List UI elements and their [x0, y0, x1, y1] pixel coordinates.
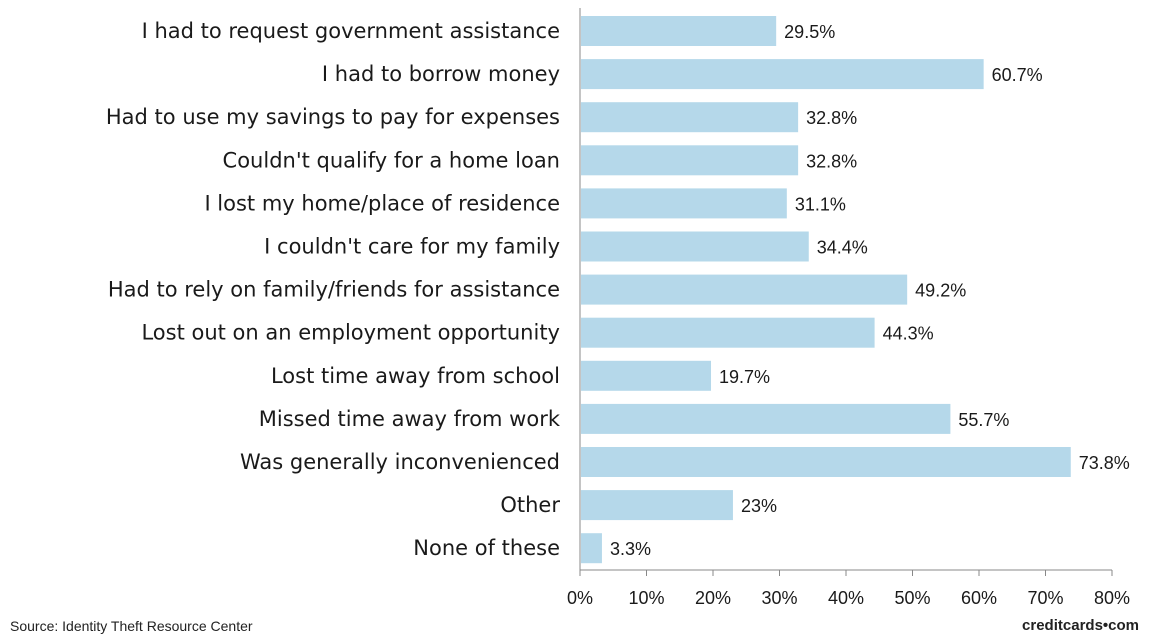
- category-label: None of these: [413, 536, 560, 560]
- value-label: 29.5%: [784, 22, 835, 42]
- bar: [581, 145, 799, 176]
- category-label: Had to use my savings to pay for expense…: [106, 105, 560, 129]
- x-tick-label: 10%: [628, 588, 664, 608]
- value-label: 31.1%: [795, 194, 846, 214]
- x-tick-label: 40%: [828, 588, 864, 608]
- category-label: Was generally inconvenienced: [240, 450, 560, 474]
- category-label: Lost out on an employment opportunity: [141, 321, 560, 345]
- bars-group: [581, 16, 1071, 564]
- source-note: Source: Identity Theft Resource Center: [10, 618, 253, 634]
- brand-logo: creditcards•com: [1022, 617, 1139, 634]
- value-label: 3.3%: [610, 539, 651, 559]
- value-label: 32.8%: [806, 108, 857, 128]
- bar: [581, 16, 777, 46]
- category-label: Other: [500, 493, 560, 517]
- bar: [581, 533, 602, 564]
- x-tick-label: 50%: [894, 588, 930, 608]
- bar: [581, 447, 1071, 477]
- category-label: I couldn't care for my family: [264, 235, 560, 259]
- bar: [581, 102, 799, 133]
- category-label: I had to borrow money: [322, 62, 560, 86]
- category-label: Lost time away from school: [271, 364, 560, 388]
- x-tick-label: 0%: [567, 588, 593, 608]
- bar: [581, 188, 787, 219]
- bar: [581, 403, 951, 434]
- bar: [581, 59, 984, 90]
- category-label: Had to rely on family/friends for assist…: [108, 278, 560, 302]
- x-tick-label: 70%: [1027, 588, 1063, 608]
- x-tick-label: 20%: [695, 588, 731, 608]
- category-labels-group: I had to request government assistance I …: [106, 19, 561, 560]
- x-tick-label: 60%: [961, 588, 997, 608]
- bar: [581, 231, 809, 262]
- value-label: 49.2%: [915, 281, 966, 301]
- x-tick-label: 80%: [1094, 588, 1130, 608]
- category-label: I lost my home/place of residence: [204, 191, 560, 215]
- bar: [581, 490, 733, 521]
- bar: [581, 274, 908, 305]
- value-label: 73.8%: [1079, 453, 1130, 473]
- bar: [581, 360, 712, 391]
- value-label: 60.7%: [992, 65, 1043, 85]
- x-ticks-group: 0% 10% 20% 30% 40% 50% 60% 70% 80%: [567, 570, 1130, 608]
- value-label: 23%: [741, 496, 777, 516]
- category-label: Couldn't qualify for a home loan: [223, 148, 560, 172]
- value-labels-group: 29.5% 60.7% 32.8% 32.8% 31.1% 34.4% 49.2% 44.3%…: [610, 22, 1130, 559]
- category-label: I had to request government assistance: [142, 19, 560, 43]
- x-tick-label: 30%: [761, 588, 797, 608]
- value-label: 19.7%: [719, 367, 770, 387]
- value-label: 32.8%: [806, 151, 857, 171]
- value-label: 44.3%: [883, 324, 934, 344]
- value-label: 55.7%: [958, 410, 1009, 430]
- category-label: Missed time away from work: [259, 407, 561, 431]
- value-label: 34.4%: [817, 238, 868, 258]
- bar: [581, 317, 875, 348]
